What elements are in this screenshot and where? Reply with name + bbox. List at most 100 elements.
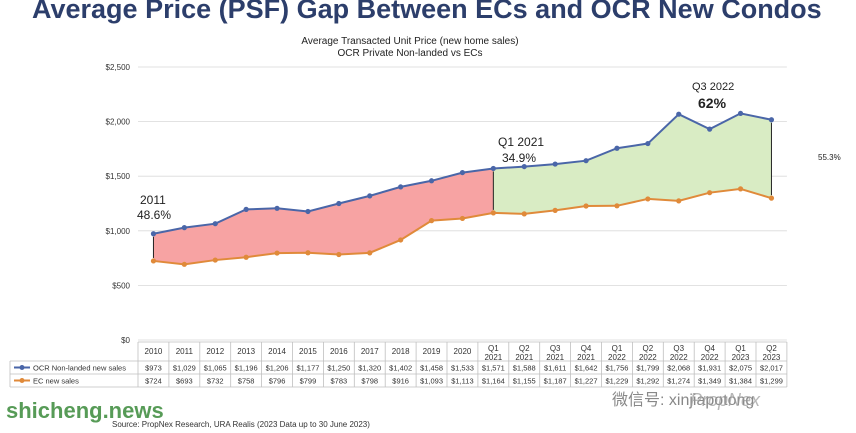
table-value: $732 — [207, 377, 224, 386]
x-tick-label: Q3 2021 — [546, 344, 564, 362]
table-value: $973 — [145, 364, 162, 373]
x-tick-label: Q2 2023 — [763, 344, 781, 362]
series-point-0 — [521, 163, 527, 170]
table-value: $2,017 — [760, 364, 783, 373]
table-value: $799 — [300, 377, 317, 386]
series-point-0 — [676, 111, 682, 117]
series-point-0 — [243, 206, 249, 212]
x-tick-label: 2020 — [454, 347, 472, 356]
series-point-1 — [676, 198, 682, 204]
gap-area-green — [493, 113, 772, 214]
x-tick-label: 2015 — [299, 347, 317, 356]
x-tick-label: Q2 2021 — [515, 344, 533, 362]
annotation-pct: 55.3% — [818, 153, 841, 162]
series-point-0 — [181, 225, 187, 231]
series-point-0 — [645, 140, 651, 147]
table-value: $1,299 — [760, 377, 783, 386]
y-tick-label: $2,500 — [106, 63, 131, 72]
series-point-0 — [583, 158, 589, 164]
x-tick-label: Q2 2022 — [639, 344, 657, 362]
series-point-0 — [212, 221, 218, 227]
series-point-1 — [150, 258, 157, 264]
series-point-0 — [459, 169, 466, 176]
series-point-0 — [552, 161, 558, 167]
series-point-1 — [707, 190, 713, 196]
y-tick-label: $1,000 — [106, 227, 131, 236]
table-value: $1,206 — [266, 364, 289, 373]
series-point-0 — [737, 110, 744, 117]
table-value: $783 — [331, 377, 348, 386]
series-point-0 — [336, 200, 342, 207]
table-value: $693 — [176, 377, 193, 386]
y-tick-label: $500 — [112, 281, 130, 290]
legend-swatch-marker — [19, 378, 25, 383]
x-tick-label: Q4 2021 — [577, 344, 595, 362]
series-point-1 — [336, 251, 342, 258]
series-point-1 — [583, 203, 589, 209]
chart-subtitle: OCR Private Non-landed vs ECs — [337, 48, 483, 59]
series-point-1 — [737, 186, 744, 192]
watermark-wechat: 微信号: xinjiapotong — [612, 392, 755, 409]
legend-label: OCR Non-landed new sales — [33, 364, 126, 373]
series-point-1 — [768, 195, 775, 201]
series-point-1 — [181, 261, 187, 267]
annotation-year: Q1 2021 — [498, 135, 544, 149]
x-tick-label: Q4 2022 — [701, 344, 719, 362]
series-point-0 — [274, 205, 280, 211]
series-point-1 — [274, 250, 280, 256]
source-note: Source: PropNex Research, URA Realis (20… — [112, 420, 370, 429]
table-value: $724 — [145, 377, 162, 386]
table-value: $1,274 — [667, 377, 690, 386]
legend-swatch-marker — [19, 365, 25, 370]
table-value: $1,155 — [513, 377, 536, 386]
table-value: $916 — [392, 377, 409, 386]
x-tick-label: 2010 — [145, 347, 163, 356]
series-point-1 — [521, 211, 527, 217]
table-value: $2,068 — [667, 364, 690, 373]
annotation-year: Q3 2022 — [692, 81, 734, 93]
series-point-1 — [212, 257, 218, 263]
table-value: $1,320 — [358, 364, 381, 373]
watermark-site: shicheng.news — [6, 398, 164, 423]
series-point-1 — [398, 237, 404, 243]
table-value: $1,642 — [575, 364, 598, 373]
table-value: $1,292 — [636, 377, 659, 386]
table-value: $1,349 — [698, 377, 721, 386]
series-point-1 — [367, 250, 373, 256]
y-tick-label: $2,000 — [106, 118, 131, 127]
series-point-0 — [428, 178, 435, 184]
y-tick-label: $1,500 — [106, 172, 131, 181]
x-tick-label: 2016 — [330, 347, 348, 356]
table-value: $1,164 — [482, 377, 505, 386]
table-value: $1,250 — [327, 364, 350, 373]
series-point-1 — [459, 215, 466, 222]
table-value: $1,533 — [451, 364, 474, 373]
table-value: $1,093 — [420, 377, 443, 386]
table-value: $1,799 — [636, 364, 659, 373]
series-point-0 — [614, 145, 620, 151]
series-point-1 — [645, 196, 651, 202]
series-point-1 — [552, 207, 558, 213]
x-tick-label: Q1 2022 — [608, 344, 626, 362]
table-value: $1,187 — [544, 377, 567, 386]
table-value: $2,075 — [729, 364, 752, 373]
chart-title: Average Transacted Unit Price (new home … — [301, 36, 519, 47]
x-tick-label: 2018 — [392, 347, 410, 356]
series-point-1 — [428, 218, 435, 224]
table-value: $1,402 — [389, 364, 412, 373]
x-tick-label: 2019 — [423, 347, 441, 356]
series-point-0 — [150, 231, 157, 237]
annotation-year: 2011 — [140, 193, 166, 207]
watermark-brand: PropNex — [690, 390, 761, 410]
series-point-1 — [305, 250, 311, 256]
series-point-0 — [768, 117, 775, 123]
series-point-1 — [614, 203, 620, 209]
x-tick-label: Q1 2023 — [732, 344, 750, 362]
table-value: $798 — [361, 377, 378, 386]
table-value: $758 — [238, 377, 255, 386]
table-value: $1,229 — [605, 377, 628, 386]
table-value: $1,113 — [451, 377, 473, 386]
table-value: $1,227 — [575, 377, 598, 386]
x-tick-label: 2011 — [176, 347, 194, 356]
